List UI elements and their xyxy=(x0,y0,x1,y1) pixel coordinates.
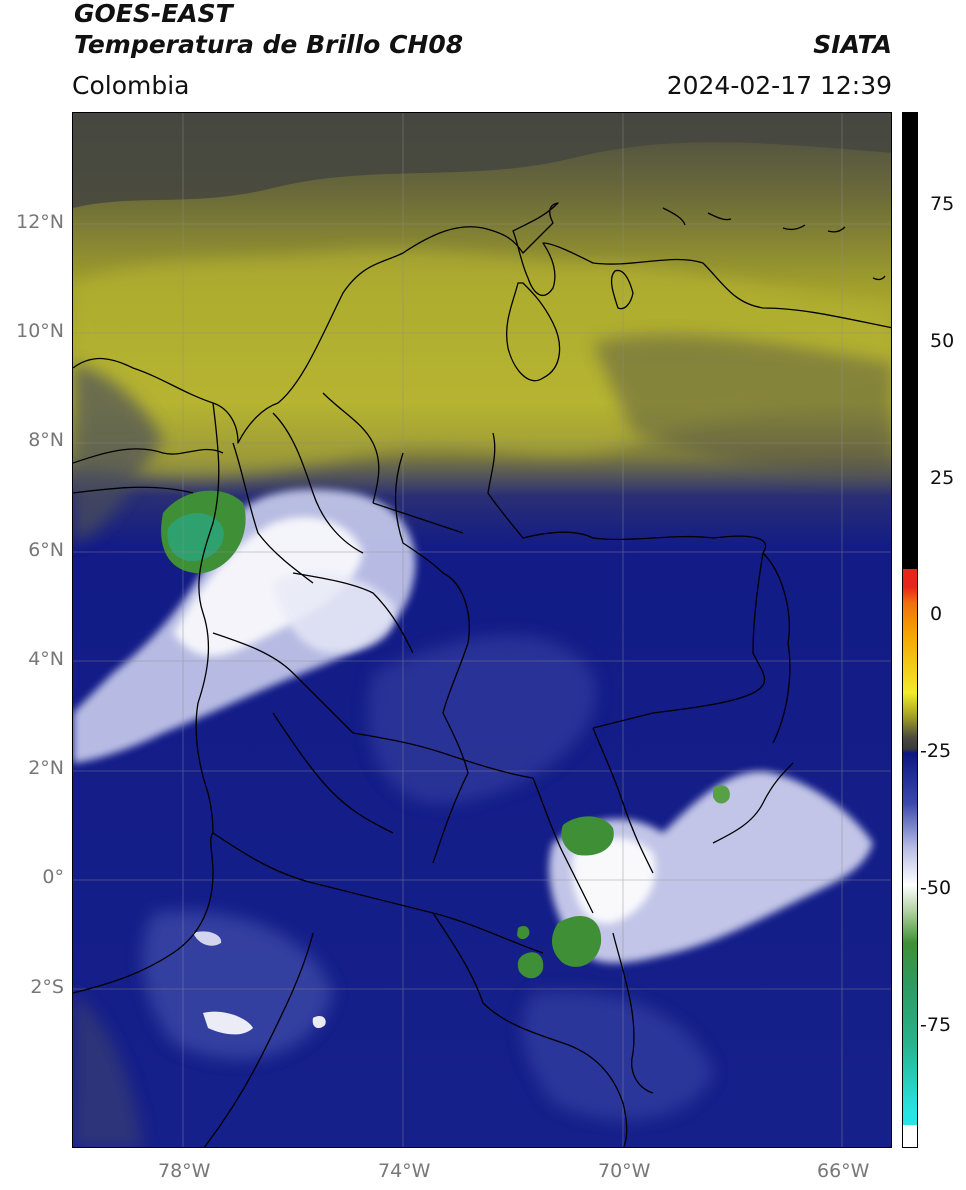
colorbar-label: -25 xyxy=(920,740,952,762)
lat-tick: 8°N xyxy=(28,429,64,451)
brightness-temperature-image xyxy=(73,113,891,1147)
lon-tick: 66°W xyxy=(817,1160,870,1182)
political-borders xyxy=(73,202,891,1147)
colorbar-label: 75 xyxy=(930,193,955,215)
colorbar-label: -75 xyxy=(920,1014,952,1036)
product-subtitle: Temperatura de Brillo CH08 xyxy=(74,30,464,59)
lat-tick: 10°N xyxy=(16,320,64,342)
lat-tick: 2°N xyxy=(28,757,64,779)
lat-lon-grid xyxy=(73,113,891,1147)
lat-tick: 6°N xyxy=(28,539,64,561)
lon-tick: 74°W xyxy=(378,1160,431,1182)
colorbar-label: 25 xyxy=(930,467,955,489)
lon-tick: 70°W xyxy=(598,1160,651,1182)
product-title: GOES-EAST xyxy=(74,0,233,28)
colorbar-label: 50 xyxy=(930,330,955,352)
datetime-label: 2024-02-17 12:39 xyxy=(666,71,892,100)
lon-tick: 78°W xyxy=(158,1160,211,1182)
brand-label: SIATA xyxy=(813,30,892,59)
colorbar-label: -50 xyxy=(920,877,952,899)
lat-tick: 4°N xyxy=(28,648,64,670)
lat-tick: 12°N xyxy=(16,211,64,233)
colorbar xyxy=(902,112,918,1148)
lat-tick: 0° xyxy=(42,866,64,888)
region-label: Colombia xyxy=(72,71,190,100)
satellite-map xyxy=(72,112,892,1148)
colorbar-label: 0 xyxy=(930,603,943,625)
lat-tick: 2°S xyxy=(30,976,64,998)
